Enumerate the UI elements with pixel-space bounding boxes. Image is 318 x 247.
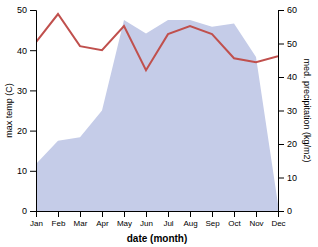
tick-mark <box>30 171 36 172</box>
tick-mark <box>234 211 235 217</box>
chart-container: JanFebMarAprMayJunJulAugSepOctNovDec0102… <box>0 0 318 247</box>
tick: Oct <box>228 211 241 228</box>
tick: Jun <box>140 211 153 228</box>
plot: JanFebMarAprMayJunJulAugSepOctNovDec0102… <box>4 5 312 244</box>
tick-label: 50 <box>287 39 297 49</box>
tick-mark <box>278 111 284 112</box>
tick: 30 <box>278 106 297 116</box>
tick-label: 40 <box>287 72 297 82</box>
tick-mark <box>30 211 36 212</box>
tick-mark <box>30 50 36 51</box>
tick: 50 <box>17 5 36 15</box>
tick: 40 <box>278 72 297 82</box>
tick-label: 30 <box>17 86 27 96</box>
tick-mark <box>30 90 36 91</box>
tick: 30 <box>17 86 36 96</box>
tick: 0 <box>278 206 292 216</box>
y-axis: 0 10 20 30 40 50 <box>17 5 37 216</box>
tick-label: 60 <box>287 5 297 15</box>
tick-label: Nov <box>249 219 263 228</box>
tick-mark <box>278 10 284 11</box>
tick-label: Jul <box>163 219 173 228</box>
tick-label: Aug <box>183 219 197 228</box>
tick-label: Dec <box>271 219 285 228</box>
tick-label: May <box>117 219 132 228</box>
tick: 60 <box>278 5 297 15</box>
tick-label: Feb <box>52 219 66 228</box>
axis-line <box>37 212 279 218</box>
tick: Aug <box>183 211 197 228</box>
tick-mark <box>102 211 103 217</box>
x-axis: Jan Feb Mar Apr May Jun Jul Aug Sep Oct Nov Dec <box>30 211 286 228</box>
tick-label: Mar <box>74 219 88 228</box>
tick-mark <box>212 211 213 217</box>
tick: Nov <box>249 211 263 228</box>
tick: Dec <box>271 211 285 228</box>
tick-mark <box>30 10 36 11</box>
tick: 10 <box>17 166 36 176</box>
tick-mark <box>278 144 284 145</box>
tick: 20 <box>278 139 297 149</box>
tick: 0 <box>22 206 36 216</box>
tick: 40 <box>17 46 36 56</box>
tick-mark <box>124 211 125 217</box>
tick-label: 10 <box>17 166 27 176</box>
tick-mark <box>256 211 257 217</box>
tick-mark <box>278 211 284 212</box>
tick: Sep <box>205 211 220 228</box>
tick: May <box>117 211 132 228</box>
tick: Feb <box>52 211 66 228</box>
tick-label: Oct <box>228 219 241 228</box>
temp-line <box>36 14 278 70</box>
tick-label: Apr <box>96 219 109 228</box>
tick-mark <box>190 211 191 217</box>
tick-label: 40 <box>17 46 27 56</box>
tick-label: 0 <box>22 206 27 216</box>
tick: Mar <box>74 211 88 228</box>
axis-line <box>279 11 285 212</box>
tick: 10 <box>278 173 297 183</box>
tick-mark <box>168 211 169 217</box>
chart-svg: JanFebMarAprMayJunJulAugSepOctNovDec0102… <box>0 0 318 247</box>
tick-label: 20 <box>17 126 27 136</box>
tick: 20 <box>17 126 36 136</box>
tick-label: 10 <box>287 173 297 183</box>
tick-mark <box>80 211 81 217</box>
tick-label: Jan <box>30 219 43 228</box>
y-axis-title: max temp (C) <box>4 83 14 138</box>
tick-label: 50 <box>17 5 27 15</box>
tick: Jan <box>30 211 43 228</box>
tick: 50 <box>278 39 297 49</box>
tick-mark <box>278 178 284 179</box>
tick: Apr <box>96 211 109 228</box>
y2-axis: 0 10 20 30 40 50 60 <box>278 5 297 216</box>
x-axis-title: date (month) <box>127 233 188 244</box>
tick-label: 30 <box>287 106 297 116</box>
y2-axis-title: med. precipitation (kg/m2) <box>302 58 312 162</box>
tick-label: Sep <box>205 219 220 228</box>
tick-mark <box>30 131 36 132</box>
tick-mark <box>58 211 59 217</box>
tick: Jul <box>163 211 173 228</box>
axis-line <box>30 11 37 212</box>
tick-mark <box>278 44 284 45</box>
tick-mark <box>146 211 147 217</box>
marks <box>36 14 278 211</box>
tick-label: 20 <box>287 139 297 149</box>
tick-label: Jun <box>140 219 153 228</box>
precip-area <box>36 20 278 211</box>
tick-label: 0 <box>287 206 292 216</box>
tick-mark <box>278 77 284 78</box>
